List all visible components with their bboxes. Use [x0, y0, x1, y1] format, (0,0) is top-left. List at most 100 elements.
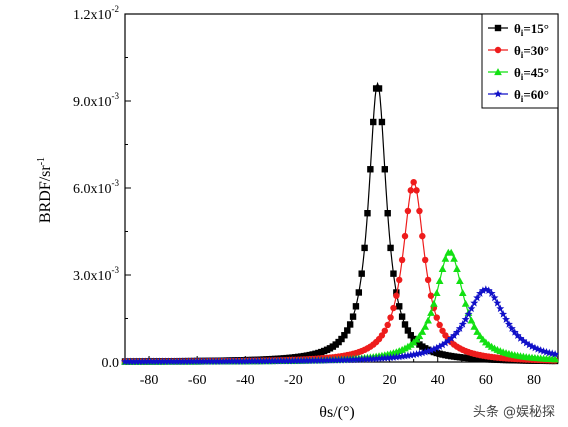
series-marker — [167, 357, 176, 365]
series-marker — [441, 254, 450, 262]
series-marker — [409, 350, 418, 359]
series-marker — [132, 357, 141, 366]
series-marker — [435, 277, 444, 285]
series-marker — [245, 357, 254, 365]
series-marker — [227, 357, 236, 365]
x-tick-label: 20 — [383, 373, 397, 388]
series-marker — [361, 244, 368, 252]
series-marker — [328, 356, 337, 364]
series-marker — [271, 356, 280, 365]
legend-label-value: =30° — [523, 43, 549, 58]
legend-label-value: =60° — [523, 87, 549, 102]
y-axis: 0.03.0x10-36.0x10-39.0x10-31.2x10-2 — [73, 4, 131, 371]
series-marker — [360, 355, 369, 363]
series-marker — [369, 354, 378, 363]
legend-label-subscript: i — [521, 28, 524, 38]
series-marker — [398, 313, 406, 320]
series-marker — [389, 353, 398, 361]
series-marker — [149, 357, 158, 366]
y-tick-label-base: 3.0x10 — [73, 269, 112, 284]
y-tick-label-base: 6.0x10 — [73, 182, 112, 197]
series-marker — [354, 355, 363, 363]
series-marker — [378, 332, 386, 339]
series-marker — [392, 352, 401, 361]
series-marker — [493, 298, 502, 307]
series-marker — [230, 357, 239, 365]
y-axis-label: BRDF/sr-1 — [36, 157, 54, 223]
series-marker — [190, 357, 199, 365]
y-tick-label: 1.2x10-2 — [73, 4, 119, 23]
series-marker — [377, 354, 386, 362]
series-marker — [198, 357, 207, 365]
series-marker — [135, 357, 144, 366]
series-marker — [253, 357, 262, 365]
series-marker — [337, 355, 346, 364]
series-marker — [438, 265, 447, 272]
series-marker — [364, 210, 371, 217]
series-marker — [222, 357, 231, 365]
series-marker — [461, 315, 470, 323]
series-marker — [461, 299, 470, 307]
series-marker — [213, 357, 222, 365]
series-marker — [494, 89, 502, 98]
series-marker — [484, 286, 493, 294]
series-marker — [424, 316, 432, 324]
x-tick-label: -80 — [140, 373, 159, 388]
series-1 — [121, 81, 559, 365]
series-marker — [510, 328, 519, 336]
y-tick-label-exp: -3 — [112, 91, 120, 101]
series-marker — [401, 351, 409, 360]
series-marker — [407, 187, 414, 194]
series-marker — [311, 356, 320, 364]
series-marker — [317, 356, 326, 364]
series-marker — [325, 356, 334, 364]
series-marker — [406, 351, 415, 359]
series-marker — [144, 357, 153, 366]
series-marker — [494, 68, 502, 76]
series-marker — [393, 289, 400, 296]
series-marker — [481, 285, 490, 293]
legend-label-theta: θ — [514, 21, 521, 36]
x-axis-label: θs/(°) — [319, 404, 354, 421]
series-marker — [525, 340, 534, 349]
series-marker — [551, 355, 559, 363]
series-marker — [413, 187, 420, 194]
series-marker — [262, 356, 271, 365]
series-marker — [455, 324, 464, 332]
series-marker — [349, 355, 358, 364]
series-marker — [184, 357, 193, 365]
series-marker — [259, 356, 268, 365]
series-marker — [158, 357, 167, 365]
series-marker — [239, 357, 248, 365]
series-marker — [407, 332, 414, 339]
series-marker — [370, 118, 377, 126]
series-marker — [473, 293, 482, 302]
legend-item: θi=60° — [488, 87, 549, 104]
series-marker — [164, 357, 173, 365]
series-marker — [387, 244, 394, 252]
series-marker — [384, 321, 391, 329]
series-marker — [418, 327, 427, 335]
series-marker — [219, 357, 228, 365]
series-marker — [274, 356, 282, 365]
series-marker — [344, 327, 351, 334]
svg-text:BRDF/sr-1: BRDF/sr-1 — [36, 157, 54, 223]
x-tick-label: 40 — [431, 373, 445, 388]
series-marker — [494, 24, 502, 32]
series-marker — [433, 314, 440, 321]
y-axis-label-exp: -1 — [36, 157, 47, 165]
series-marker — [504, 320, 513, 328]
series-marker — [216, 357, 225, 365]
legend: θi=15°θi=30°θi=45°θi=60° — [481, 13, 559, 109]
series-marker — [378, 118, 386, 126]
series-marker — [351, 355, 360, 363]
series-marker — [297, 356, 306, 365]
series-marker — [367, 166, 374, 173]
series-marker — [123, 357, 132, 366]
series-marker — [447, 334, 456, 342]
y-tick-label-exp: -2 — [112, 4, 120, 14]
series-marker — [429, 345, 438, 353]
series-marker — [366, 354, 375, 363]
series-marker — [161, 357, 170, 365]
series-marker — [396, 303, 403, 310]
